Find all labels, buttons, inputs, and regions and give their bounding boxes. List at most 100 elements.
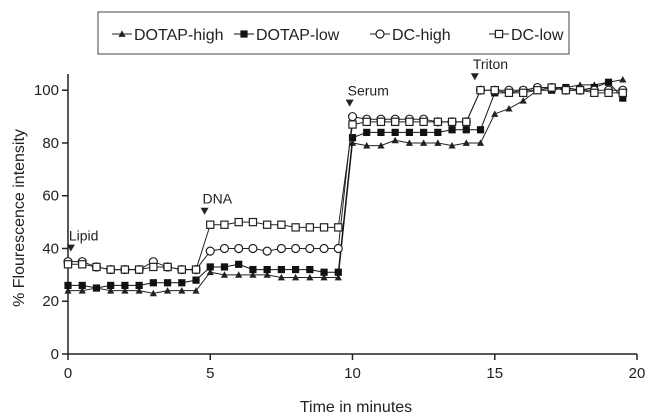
legend-label: DOTAP-low	[256, 27, 340, 44]
data-point	[305, 243, 315, 254]
annotation-label: Serum	[348, 83, 389, 99]
data-point	[92, 284, 101, 292]
y-axis-label: % Flourescence intensity	[11, 129, 28, 307]
legend-marker	[375, 29, 385, 39]
data-point	[575, 85, 585, 95]
legend-item-dc-high: DC-high	[370, 27, 451, 44]
data-point	[490, 85, 499, 95]
data-point	[235, 260, 243, 268]
data-point	[249, 265, 257, 274]
data-point	[462, 126, 470, 134]
data-point	[78, 260, 87, 269]
data-point	[249, 271, 257, 278]
legend-marker	[118, 30, 126, 37]
annotation-arrow	[200, 207, 209, 215]
data-point	[590, 88, 599, 98]
legend-item-dotap-low: DOTAP-low	[234, 27, 340, 44]
data-point	[405, 128, 413, 136]
data-point	[134, 265, 144, 274]
data-point	[348, 120, 357, 129]
data-point	[619, 94, 627, 102]
y-tick-label: 80	[42, 135, 59, 152]
annotation-arrow	[470, 73, 479, 81]
data-point	[163, 279, 172, 287]
legend-label: DOTAP-high	[134, 27, 224, 44]
data-point	[205, 246, 215, 256]
y-tick-label: 60	[42, 188, 59, 205]
data-point	[334, 223, 343, 232]
legend-label: DC-high	[392, 27, 451, 44]
series-line	[68, 81, 624, 289]
data-point	[135, 287, 143, 294]
data-point	[363, 128, 371, 136]
data-point	[504, 88, 514, 98]
x-tick-label: 20	[629, 365, 646, 382]
series-line	[68, 87, 623, 271]
data-point	[533, 85, 542, 95]
data-point	[604, 78, 613, 86]
data-point	[448, 126, 456, 134]
data-point	[333, 243, 343, 254]
data-point	[291, 223, 300, 232]
data-point	[78, 281, 86, 290]
data-point	[292, 273, 300, 281]
data-point	[234, 243, 244, 254]
data-point	[305, 223, 315, 232]
data-point	[476, 126, 485, 134]
data-point	[391, 136, 399, 144]
legend-box	[97, 11, 570, 55]
data-point	[63, 260, 73, 269]
annotation-arrow	[345, 99, 354, 107]
data-point	[234, 217, 243, 227]
data-point	[306, 265, 314, 274]
data-point	[64, 281, 72, 290]
data-point	[547, 83, 556, 92]
data-point	[263, 271, 271, 278]
y-tick-label: 100	[34, 82, 59, 99]
x-tick-label: 5	[206, 365, 214, 382]
data-point	[519, 97, 527, 104]
data-point	[320, 273, 328, 281]
data-point	[277, 220, 286, 229]
data-point	[263, 265, 271, 274]
legend-items: DOTAP-high DOTAP-low DC-high DC-low	[112, 27, 564, 44]
data-point	[163, 262, 172, 272]
data-point	[505, 105, 513, 112]
data-point	[149, 289, 157, 297]
data-point	[334, 268, 342, 276]
data-point	[206, 220, 215, 229]
data-point	[405, 117, 414, 127]
data-point	[235, 271, 243, 278]
data-point	[248, 217, 258, 227]
data-point	[206, 268, 214, 276]
data-point	[276, 243, 286, 254]
data-point	[64, 287, 72, 294]
data-point	[292, 265, 300, 274]
x-tick-label: 15	[486, 365, 503, 382]
data-point	[220, 263, 229, 271]
data-point	[291, 243, 301, 254]
data-point	[220, 271, 229, 278]
legend-marker	[240, 30, 248, 38]
data-point	[434, 139, 442, 146]
data-point	[462, 139, 470, 146]
x-tick-label: 10	[344, 365, 361, 382]
data-point	[177, 265, 186, 274]
x-axis-label: Time in minutes	[300, 399, 412, 416]
data-point	[390, 117, 400, 127]
data-point	[277, 273, 285, 281]
data-point	[107, 281, 115, 290]
data-point	[120, 265, 130, 274]
legend-item-dc-low: DC-low	[489, 27, 564, 44]
data-point	[405, 139, 413, 146]
data-point	[149, 279, 157, 287]
data-point	[447, 117, 457, 127]
data-point	[376, 117, 386, 127]
legend-marker	[494, 29, 504, 39]
data-point	[420, 128, 428, 136]
legend-label: DC-low	[511, 27, 564, 44]
y-tick-label: 20	[42, 293, 59, 310]
data-point	[377, 141, 385, 149]
data-point	[220, 220, 229, 229]
